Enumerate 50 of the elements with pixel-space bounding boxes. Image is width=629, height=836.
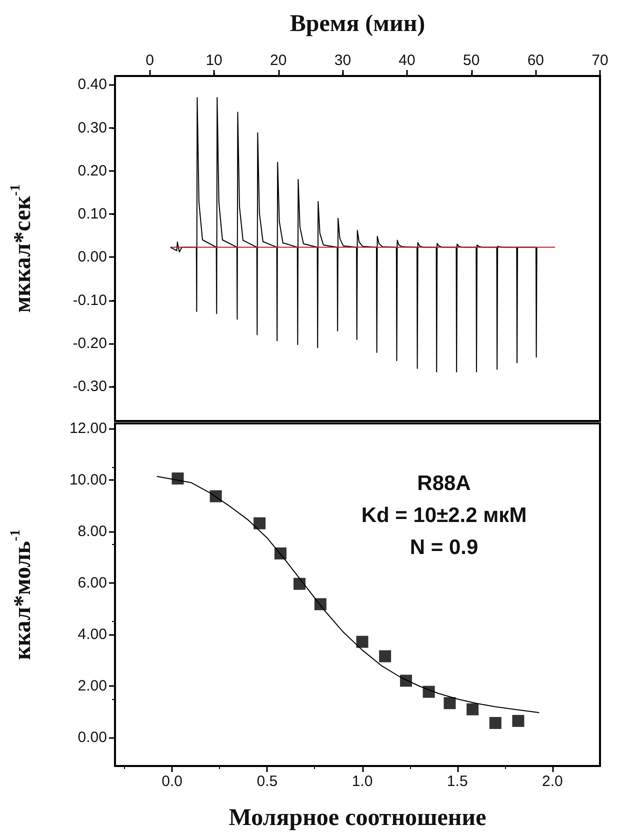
point — [314, 598, 326, 610]
point — [356, 636, 368, 648]
y-tick-label: 0.40 — [78, 76, 107, 94]
point — [422, 686, 435, 698]
line-series — [170, 97, 538, 372]
annotation: N = 0.9 — [410, 536, 478, 559]
y-axis-title: ккал*моль-1 — [8, 529, 36, 660]
x-tick-label: 0 — [146, 52, 154, 69]
point — [210, 490, 222, 502]
y-tick-label: 8.00 — [78, 523, 107, 540]
x-tick-label: 70 — [592, 52, 608, 69]
point — [172, 472, 184, 484]
x-tick-label: 1.0 — [352, 773, 373, 790]
point — [293, 578, 306, 590]
y-tick-label: 0.30 — [78, 119, 107, 136]
y-tick-label: 0.20 — [78, 162, 107, 180]
y-tick-label: 12.00 — [69, 420, 107, 437]
annotation: R88A — [417, 472, 471, 495]
y-tick-label: 0.10 — [78, 206, 107, 222]
y-tick-label: 10.00 — [69, 472, 107, 489]
x-tick-label: 0.5 — [256, 773, 278, 790]
x-axis-title: Молярное соотношение — [228, 805, 487, 831]
point — [400, 674, 412, 687]
y-tick-label: -0.10 — [72, 292, 107, 309]
y-tick-label: -0.20 — [72, 334, 107, 352]
point — [466, 703, 479, 716]
x-tick-label: 50 — [463, 52, 480, 69]
point — [254, 517, 266, 530]
x-tick-label: 60 — [527, 52, 544, 69]
point — [512, 714, 524, 727]
y-tick-label: 6.00 — [78, 574, 107, 592]
point — [379, 650, 392, 662]
x-tick-label: 30 — [334, 52, 352, 69]
y-tick-label: 0.00 — [78, 729, 107, 746]
y-tick-label: 2.00 — [78, 678, 107, 695]
y-axis-title: мккал*сек-1 — [8, 184, 36, 313]
point — [444, 697, 456, 710]
x-tick-label: 0.0 — [162, 773, 182, 790]
x-tick-label: 2.0 — [542, 773, 563, 790]
x-tick-label: 20 — [270, 52, 287, 69]
x-tick-label: 40 — [398, 52, 416, 69]
annotation: Kd = 10±2.2 мкМ — [361, 504, 527, 527]
y-tick-label: -0.30 — [72, 378, 107, 395]
x-tick-label: 10 — [206, 52, 222, 69]
y-tick-label: 4.00 — [78, 626, 107, 644]
x-axis-title: Время (мин) — [290, 11, 426, 37]
point — [274, 547, 286, 560]
y-tick-label: 0.00 — [78, 248, 107, 266]
point — [489, 716, 502, 729]
x-tick-label: 1.5 — [446, 773, 468, 790]
